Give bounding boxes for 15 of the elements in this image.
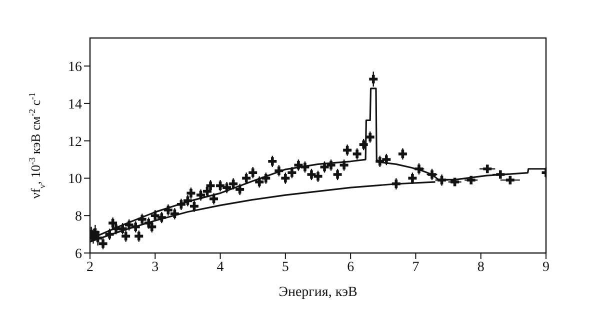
x-tick-label: 2	[86, 260, 94, 275]
x-tick-label: 5	[282, 260, 289, 275]
y-tick-label: 14	[68, 97, 82, 112]
y-tick-label: 8	[75, 210, 82, 225]
x-tick-label: 7	[412, 260, 420, 275]
x-axis-title: Энергия, кэВ	[278, 285, 358, 300]
x-tick-label: 4	[216, 260, 224, 275]
y-tick-label: 16	[68, 60, 82, 76]
x-tick-label: 3	[152, 260, 159, 275]
x-tick-label: 9	[542, 260, 550, 275]
y-tick-label: 6	[75, 246, 82, 262]
y-tick-label: 10	[68, 172, 82, 188]
x-tick-label: 6	[347, 260, 354, 275]
y-tick-label: 12	[68, 134, 82, 150]
x-tick-label: 8	[477, 260, 484, 275]
